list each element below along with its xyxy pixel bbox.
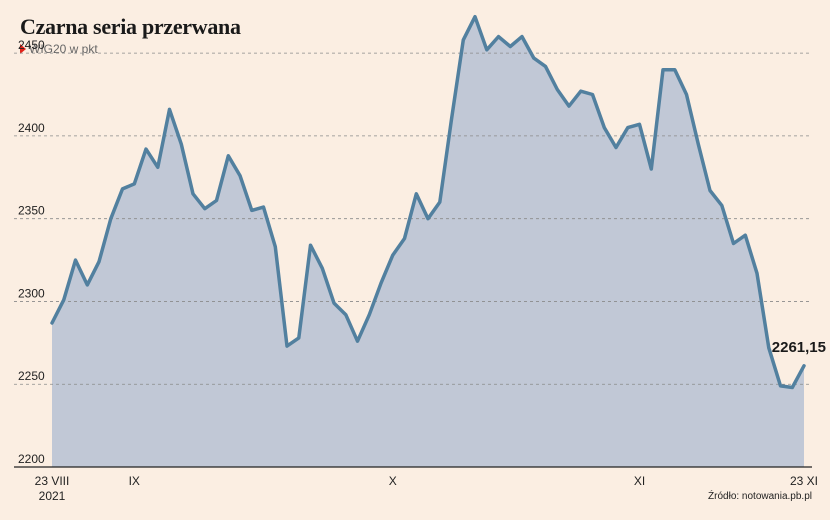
y-tick-label: 2200 (18, 452, 45, 466)
x-tick-label: X (389, 474, 397, 488)
y-tick-label: 2450 (18, 38, 45, 52)
x-tick-label: XI (634, 474, 645, 488)
chart-subtitle: WIG20 w pkt (20, 42, 98, 56)
last-value-label: 2261,15 (772, 339, 826, 356)
x-tick-sublabel: 2021 (39, 489, 66, 503)
source-note: Źródło: notowania.pb.pl (708, 491, 812, 502)
x-tick-label: 23 VIII (35, 474, 70, 488)
y-tick-label: 2300 (18, 286, 45, 300)
y-tick-label: 2400 (18, 121, 45, 135)
series-line (50, 14, 806, 390)
triangle-marker-icon (20, 44, 26, 54)
y-tick-label: 2250 (18, 369, 45, 383)
x-tick-label: IX (129, 474, 140, 488)
area-fill (52, 16, 804, 467)
chart-title: Czarna seria przerwana (20, 14, 241, 39)
y-tick-label: 2350 (18, 204, 45, 218)
subtitle-text: WIG20 w pkt (29, 42, 98, 56)
x-tick-label: 23 XI (790, 474, 818, 488)
